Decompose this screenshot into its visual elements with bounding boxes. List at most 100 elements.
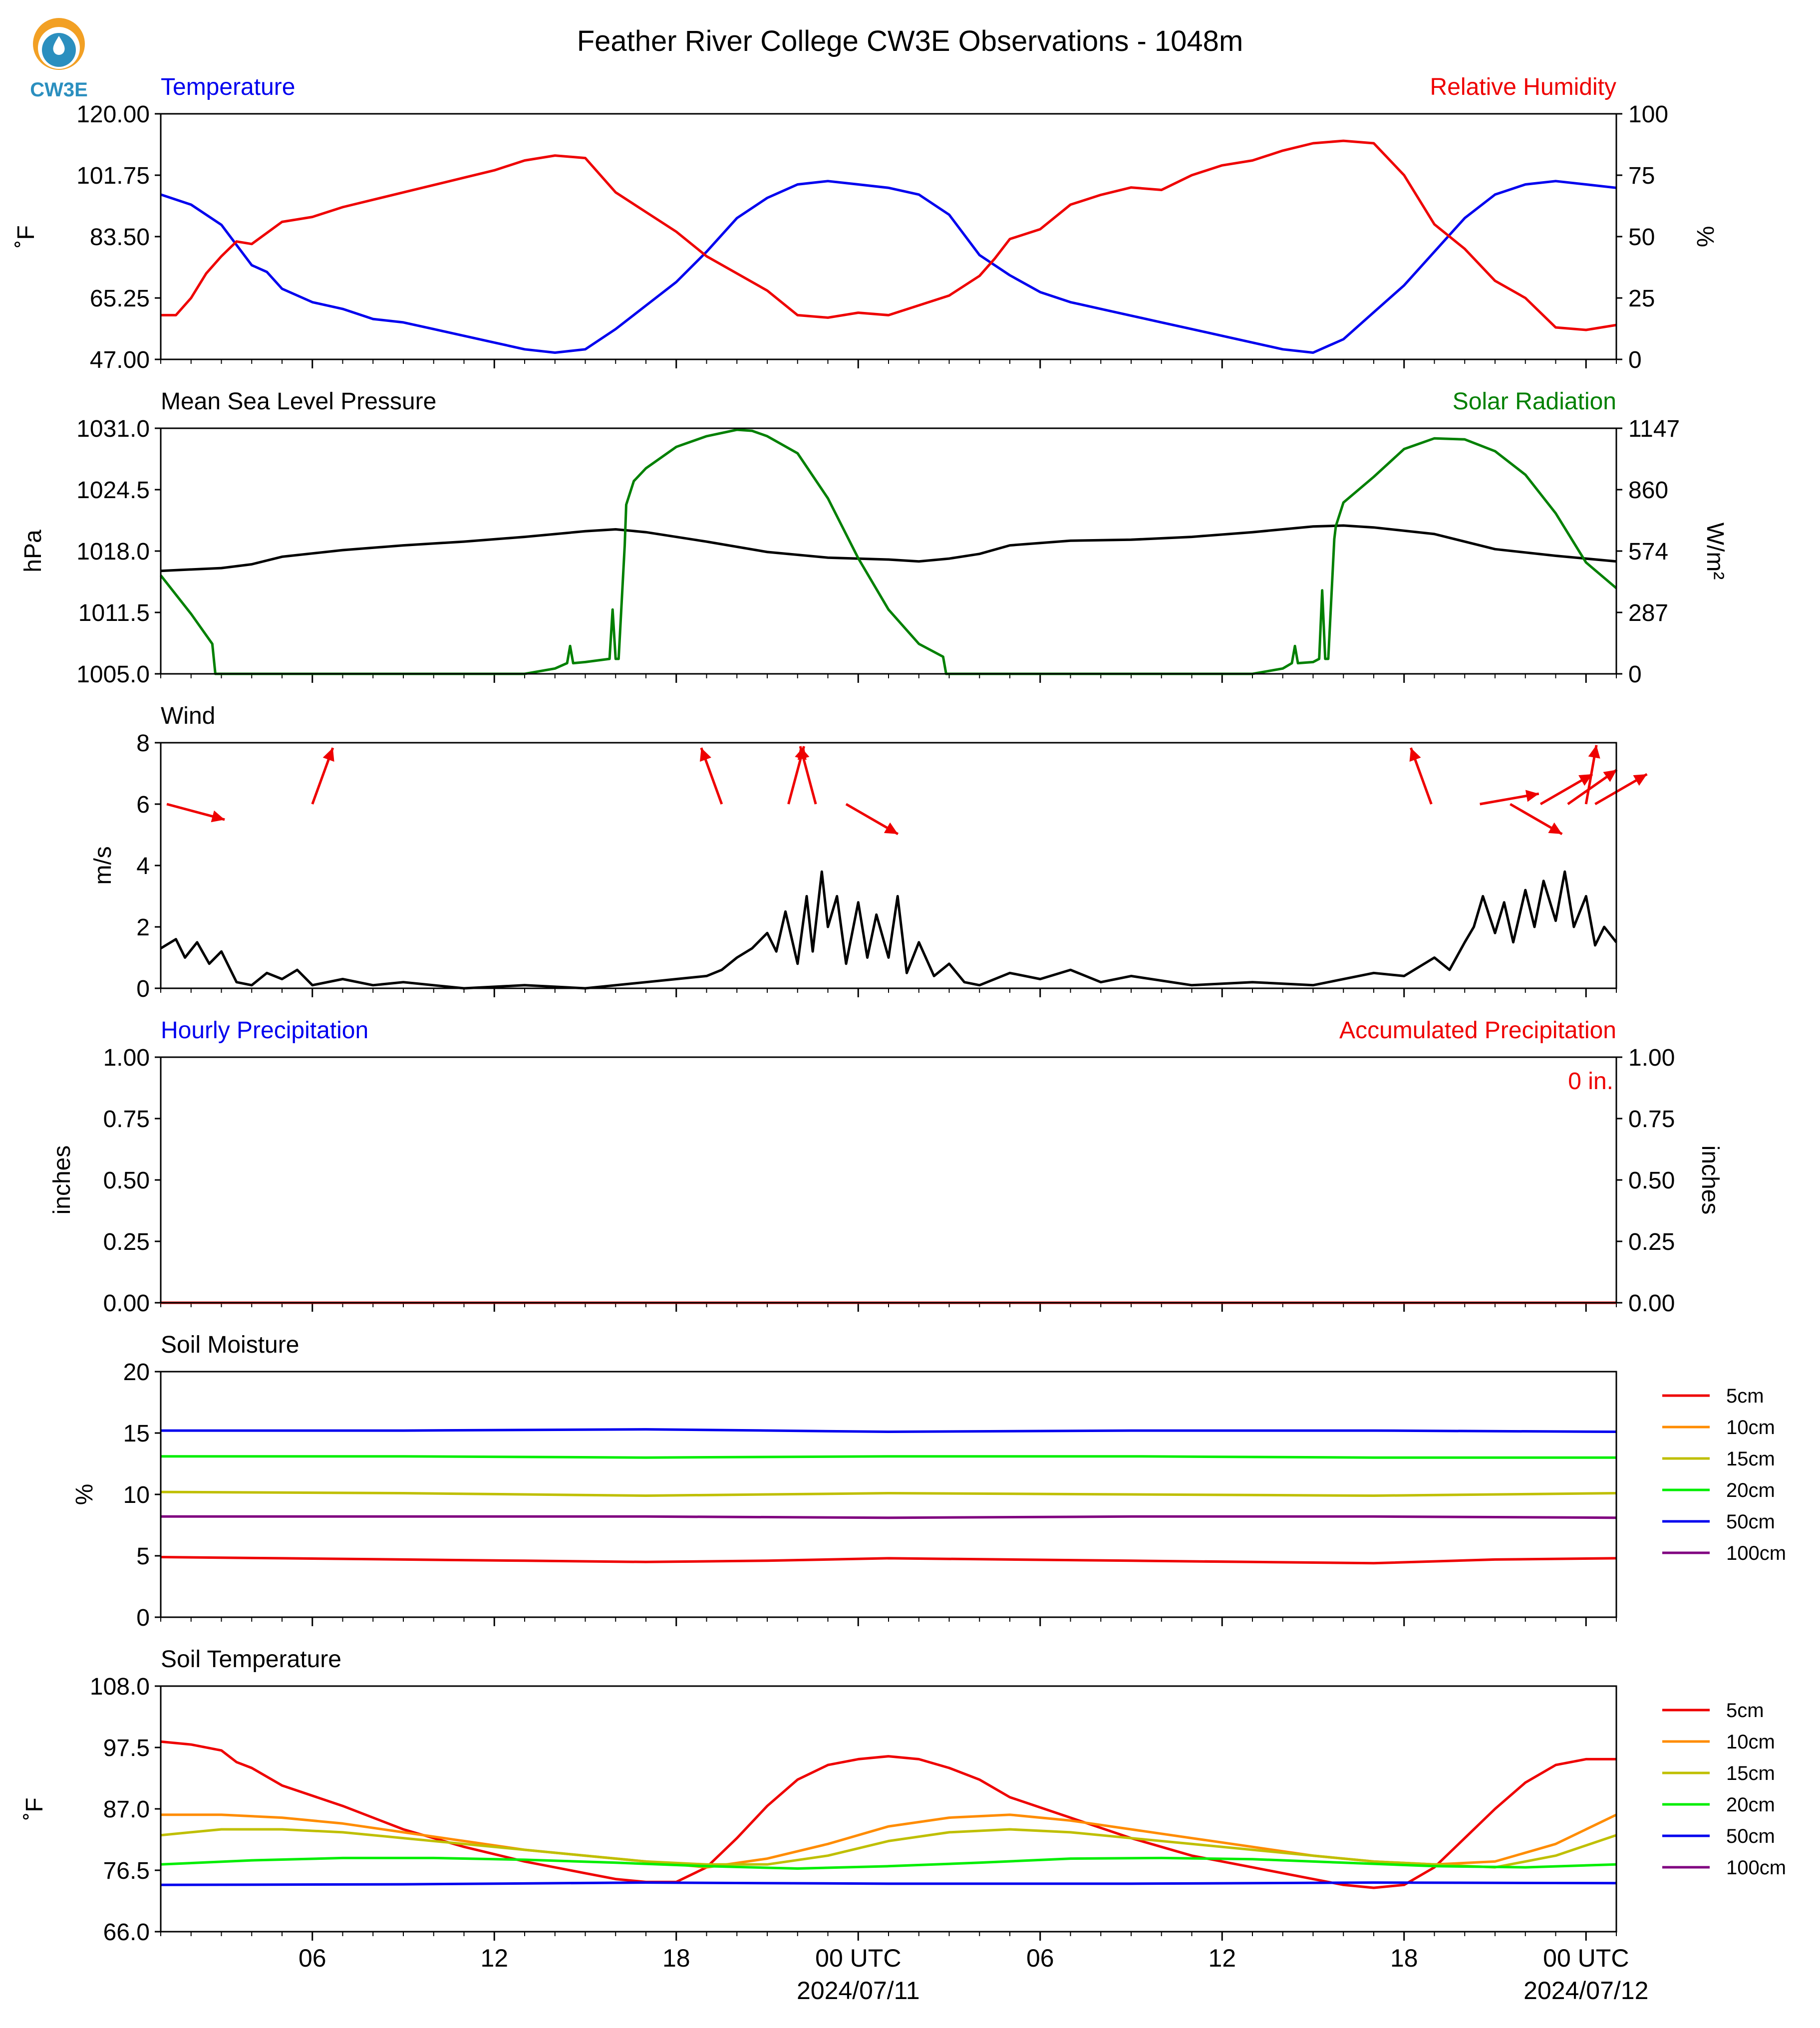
y-tick-label: 8 xyxy=(136,730,150,757)
y2-tick-label: 0.50 xyxy=(1628,1167,1675,1194)
y-tick-label: 65.25 xyxy=(90,286,150,312)
legend-label: 5cm xyxy=(1726,1700,1764,1722)
y-tick-label: 0.75 xyxy=(103,1106,150,1133)
cw3e-logo: CW3E xyxy=(30,18,88,101)
logo-drop-icon xyxy=(53,36,65,55)
accum-precip-title: Accumulated Precipitation xyxy=(1339,1017,1616,1044)
soil-moisture-y-ticks: 0 5 10 15 20 xyxy=(123,1359,161,1631)
series-50cm xyxy=(160,1881,1617,1886)
time-axis-labels: 06 12 18 00 UTC 06 12 18 00 UTC 2024/07/11 2024/0… xyxy=(299,1944,1648,2005)
y-tick-label: 66.0 xyxy=(103,1919,150,1946)
y2-tick-label: 0 xyxy=(1628,347,1642,373)
y-tick-label: 0.50 xyxy=(103,1167,150,1194)
soil-moisture-series xyxy=(160,1428,1617,1565)
wind-arrow-head xyxy=(1633,774,1647,786)
pressure-plot-frame xyxy=(160,427,1617,675)
solar-y-ticks: 0 287 574 860 1147 xyxy=(1616,416,1680,688)
y-tick-label: 0 xyxy=(136,976,150,1002)
humidity-title: Relative Humidity xyxy=(1430,74,1616,100)
temperature-plot-frame xyxy=(160,113,1617,360)
y2-tick-label: 50 xyxy=(1628,224,1655,251)
series-wind-speed xyxy=(160,870,1617,990)
x-tick-label: 06 xyxy=(299,1944,326,1972)
humidity-unit-label: % xyxy=(1692,226,1718,248)
y2-tick-label: 287 xyxy=(1628,600,1668,626)
panel-precipitation: Hourly Precipitation Accumulated Precipi… xyxy=(49,1017,1723,1317)
y-tick-label: 47.00 xyxy=(90,347,150,373)
y-tick-label: 1005.0 xyxy=(76,661,150,688)
legend-label: 10cm xyxy=(1726,1417,1775,1439)
y-tick-label: 1018.0 xyxy=(76,539,150,565)
wind-plot-frame xyxy=(160,742,1617,989)
y-tick-label: 83.50 xyxy=(90,224,150,251)
x-tick-label: 12 xyxy=(1208,1944,1236,1972)
solar-unit-label: W/m² xyxy=(1702,523,1728,580)
y-tick-label: 76.5 xyxy=(103,1858,150,1884)
series-15cm xyxy=(160,1490,1617,1497)
y-tick-label: 87.0 xyxy=(103,1796,150,1823)
soil-temp-title: Soil Temperature xyxy=(161,1646,341,1673)
y-tick-label: 20 xyxy=(123,1359,150,1386)
precip-right-unit-label: inches xyxy=(1697,1146,1723,1215)
temperature-series xyxy=(160,139,1617,354)
wind-arrow-head xyxy=(1588,745,1600,759)
solar-title: Solar Radiation xyxy=(1453,388,1616,415)
x-tick-label: 18 xyxy=(1390,1944,1418,1972)
soil-temp-unit-label: ˚F xyxy=(21,1797,48,1820)
y-tick-label: 0 xyxy=(136,1605,150,1631)
wind-arrow-head xyxy=(700,748,711,762)
y-tick-label: 1024.5 xyxy=(76,477,150,504)
legend-label: 50cm xyxy=(1726,1825,1775,1847)
y-tick-label: 1011.5 xyxy=(78,600,150,626)
y2-tick-label: 100 xyxy=(1628,101,1668,128)
legend-label: 15cm xyxy=(1726,1762,1775,1784)
series-temperature xyxy=(160,180,1617,354)
series-5cm xyxy=(160,1740,1616,1889)
y2-tick-label: 574 xyxy=(1628,539,1668,565)
y2-tick-label: 0 xyxy=(1628,661,1642,688)
x-tick-label: 18 xyxy=(662,1944,690,1972)
series-15cm xyxy=(160,1828,1617,1869)
legend-label: 10cm xyxy=(1726,1731,1775,1753)
x-tick-label: 06 xyxy=(1026,1944,1054,1972)
wind-direction-arrows xyxy=(166,745,1648,836)
panel-wind: Wind m/s 0 2 4 6 8 xyxy=(90,703,1648,1002)
y2-tick-label: 0.75 xyxy=(1628,1106,1675,1133)
y-tick-label: 108.0 xyxy=(90,1674,150,1700)
y2-tick-label: 75 xyxy=(1628,163,1655,189)
panel-soil-temperature: Soil Temperature ˚F 66.0 76.5 87.0 97.5 108.… xyxy=(21,1646,1786,2005)
hourly-precip-title: Hourly Precipitation xyxy=(161,1017,368,1044)
y-tick-label: 101.75 xyxy=(76,163,150,189)
pressure-y-ticks: 1005.0 1011.5 1018.0 1024.5 1031.0 xyxy=(76,416,161,688)
y-tick-label: 10 xyxy=(123,1482,150,1508)
x-tick-label: 00 UTC xyxy=(815,1944,901,1972)
wind-arrow-head xyxy=(1409,748,1421,762)
pressure-solar-series xyxy=(160,428,1617,675)
precip-plot-frame xyxy=(160,1056,1617,1304)
pressure-unit-label: hPa xyxy=(20,530,46,573)
y-tick-label: 15 xyxy=(123,1421,150,1447)
soil-temp-legend: 5cm 10cm 15cm 20cm 50cm 100cm xyxy=(1662,1700,1786,1879)
x-tick-label: 12 xyxy=(480,1944,508,1972)
precip-y2-ticks: 0.00 0.25 0.50 0.75 1.00 xyxy=(1616,1045,1675,1317)
soil-moisture-legend: 5cm 10cm 15cm 20cm 50cm 100cm xyxy=(1662,1385,1786,1564)
soil-moisture-plot-frame xyxy=(160,1371,1617,1618)
wind-y-ticks: 0 2 4 6 8 xyxy=(136,730,161,1002)
wind-arrow-head xyxy=(322,748,334,762)
chart-title: Feather River College CW3E Observations … xyxy=(577,25,1243,57)
panel-temperature: Temperature Relative Humidity ˚F % 47.00… xyxy=(13,74,1718,373)
y-tick-label: 1.00 xyxy=(103,1045,150,1071)
y2-tick-label: 1.00 xyxy=(1628,1045,1675,1071)
soil-temp-series xyxy=(160,1740,1617,1889)
y-tick-label: 6 xyxy=(136,792,150,818)
x-tick-label: 00 UTC xyxy=(1543,1944,1629,1972)
series-100cm xyxy=(161,1515,1617,1519)
logo-text: CW3E xyxy=(30,79,88,101)
wind-arrow-head xyxy=(1603,770,1617,782)
y-tick-label: 0.25 xyxy=(103,1229,150,1255)
soil-moisture-unit-label: % xyxy=(71,1484,98,1505)
legend-label: 50cm xyxy=(1726,1511,1775,1533)
wind-arrow-head xyxy=(884,822,898,834)
